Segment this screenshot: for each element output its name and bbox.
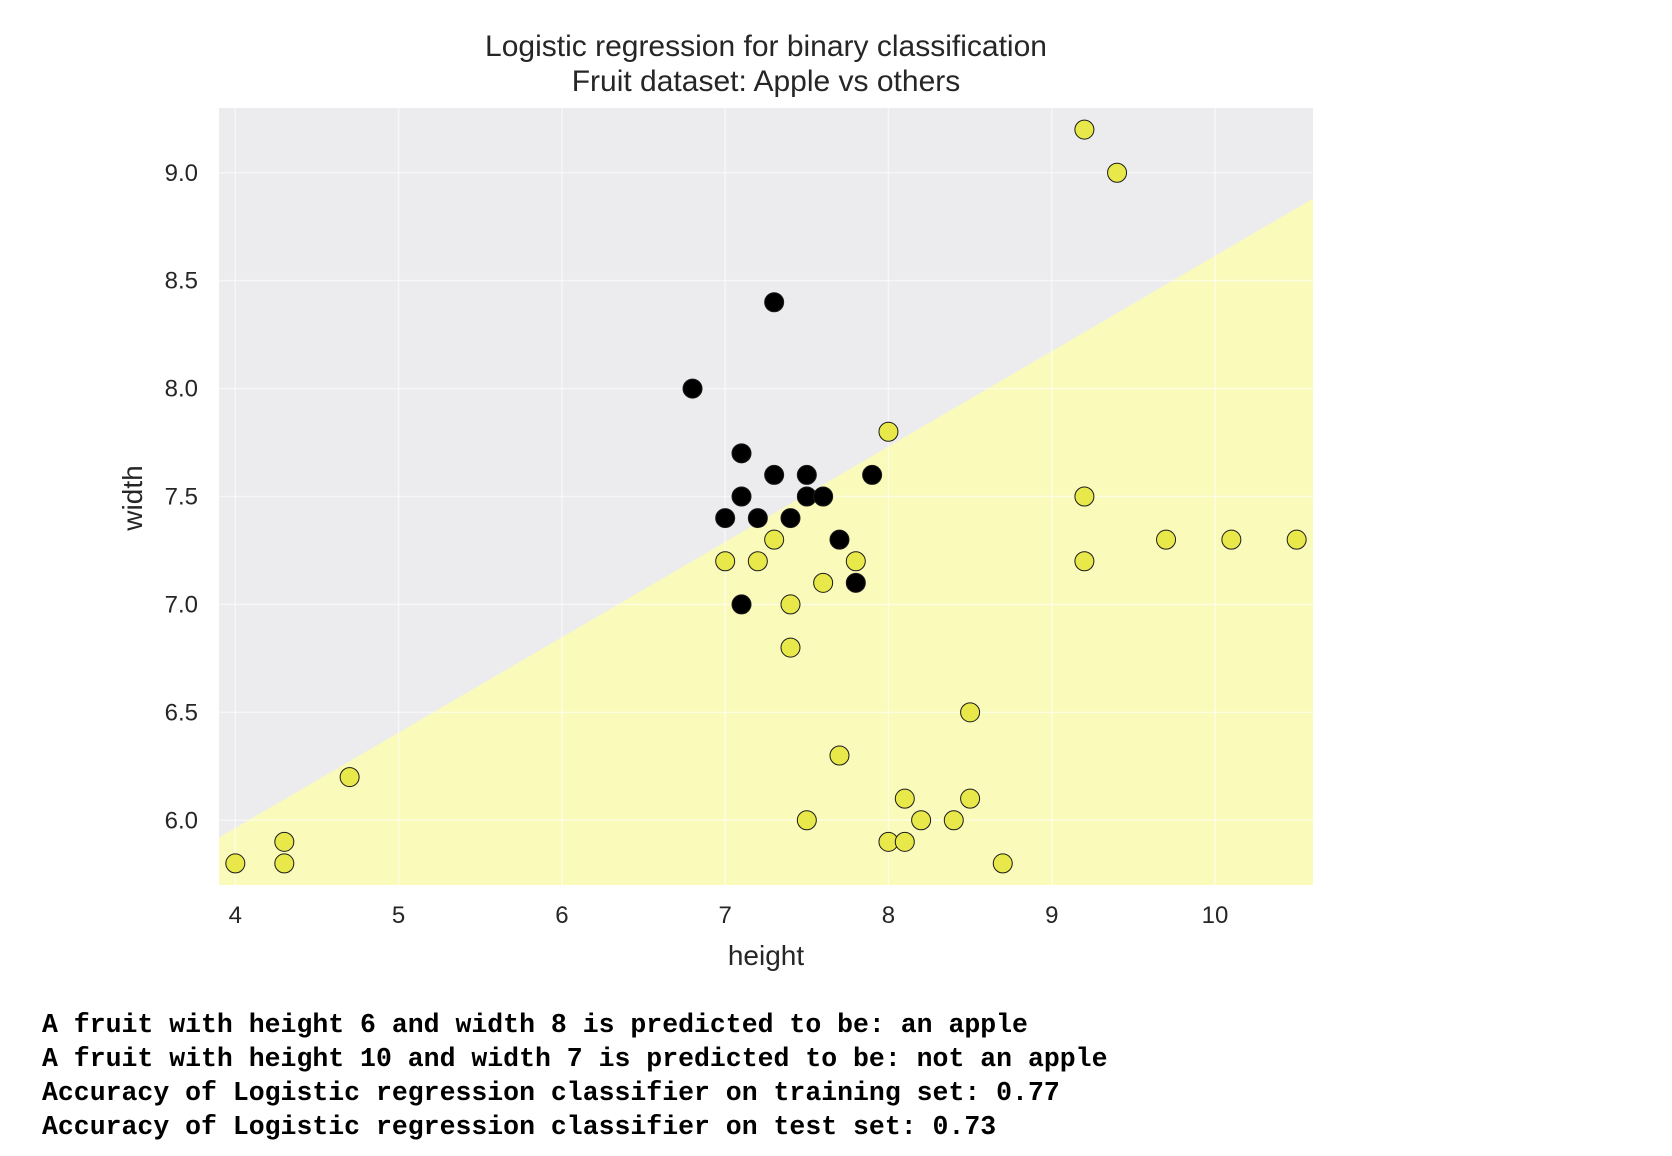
point-series-1-9 bbox=[747, 551, 768, 572]
point-series-1-0 bbox=[1074, 119, 1095, 140]
y-tick-label-6: 9.0 bbox=[165, 160, 198, 187]
point-series-1-6 bbox=[1221, 529, 1242, 550]
point-series-1-28 bbox=[992, 853, 1013, 874]
x-tick-label-4: 8 bbox=[882, 902, 895, 929]
point-series-0-10 bbox=[747, 508, 768, 529]
y-tick-labels: 6.0 6.5 7.0 7.5 8.0 8.5 9.0 bbox=[165, 160, 198, 835]
point-series-1-18 bbox=[894, 788, 915, 809]
point-series-0-6 bbox=[731, 486, 752, 507]
prediction-line-1: A fruit with height 6 and width 8 is pre… bbox=[42, 1010, 1028, 1040]
point-series-1-12 bbox=[813, 572, 834, 593]
test-accuracy-line: Accuracy of Logistic regression classifi… bbox=[42, 1112, 997, 1142]
point-series-1-2 bbox=[878, 421, 899, 442]
point-series-0-2 bbox=[731, 443, 752, 464]
x-tick-label-5: 9 bbox=[1045, 902, 1058, 929]
point-series-0-14 bbox=[731, 594, 752, 615]
data-points bbox=[225, 119, 1307, 874]
training-accuracy-line: Accuracy of Logistic regression classifi… bbox=[42, 1078, 1060, 1108]
grid-lines bbox=[219, 108, 1313, 885]
point-series-0-12 bbox=[829, 529, 850, 550]
point-series-1-11 bbox=[1074, 551, 1095, 572]
point-series-0-1 bbox=[682, 378, 703, 399]
y-tick-label-3: 7.5 bbox=[165, 484, 198, 511]
point-series-1-19 bbox=[960, 788, 981, 809]
point-series-1-15 bbox=[960, 702, 981, 723]
point-series-1-13 bbox=[780, 594, 801, 615]
y-tick-label-5: 8.5 bbox=[165, 268, 198, 295]
point-series-1-21 bbox=[911, 810, 932, 831]
point-series-0-13 bbox=[845, 572, 866, 593]
y-tick-label-4: 8.0 bbox=[165, 376, 198, 403]
point-series-1-1 bbox=[1107, 162, 1128, 183]
console-output: A fruit with height 6 and width 8 is pre… bbox=[42, 1008, 1107, 1144]
point-series-1-16 bbox=[829, 745, 850, 766]
point-series-0-0 bbox=[764, 292, 785, 313]
chart-title-line-1: Logistic regression for binary classific… bbox=[485, 30, 1047, 63]
point-series-0-3 bbox=[764, 464, 785, 485]
x-tick-labels: 4 5 6 7 8 9 10 bbox=[229, 902, 1229, 929]
point-series-1-23 bbox=[274, 831, 295, 852]
chart-title-line-2: Fruit dataset: Apple vs others bbox=[572, 65, 961, 98]
point-series-0-5 bbox=[862, 464, 883, 485]
point-series-1-26 bbox=[225, 853, 246, 874]
point-series-1-22 bbox=[943, 810, 964, 831]
point-series-1-14 bbox=[780, 637, 801, 658]
x-axis-label: height bbox=[728, 940, 805, 971]
x-tick-label-1: 5 bbox=[392, 902, 405, 929]
point-series-1-7 bbox=[1286, 529, 1307, 550]
point-series-1-25 bbox=[894, 831, 915, 852]
point-series-1-4 bbox=[764, 529, 785, 550]
x-tick-label-2: 6 bbox=[555, 902, 568, 929]
point-series-0-4 bbox=[796, 464, 817, 485]
point-series-1-20 bbox=[796, 810, 817, 831]
point-series-1-5 bbox=[1156, 529, 1177, 550]
x-tick-label-3: 7 bbox=[718, 902, 731, 929]
point-series-1-27 bbox=[274, 853, 295, 874]
point-series-1-3 bbox=[1074, 486, 1095, 507]
x-tick-label-0: 4 bbox=[229, 902, 242, 929]
y-tick-label-0: 6.0 bbox=[165, 807, 198, 834]
prediction-line-2: A fruit with height 10 and width 7 is pr… bbox=[42, 1044, 1108, 1074]
point-series-1-8 bbox=[715, 551, 736, 572]
y-axis-label: width bbox=[117, 465, 148, 531]
point-series-0-11 bbox=[780, 508, 801, 529]
y-tick-label-1: 6.5 bbox=[165, 699, 198, 726]
point-series-0-9 bbox=[715, 508, 736, 529]
x-tick-label-6: 10 bbox=[1202, 902, 1229, 929]
point-series-1-10 bbox=[845, 551, 866, 572]
point-series-0-8 bbox=[813, 486, 834, 507]
point-series-1-17 bbox=[339, 767, 360, 788]
y-tick-label-2: 7.0 bbox=[165, 591, 198, 618]
